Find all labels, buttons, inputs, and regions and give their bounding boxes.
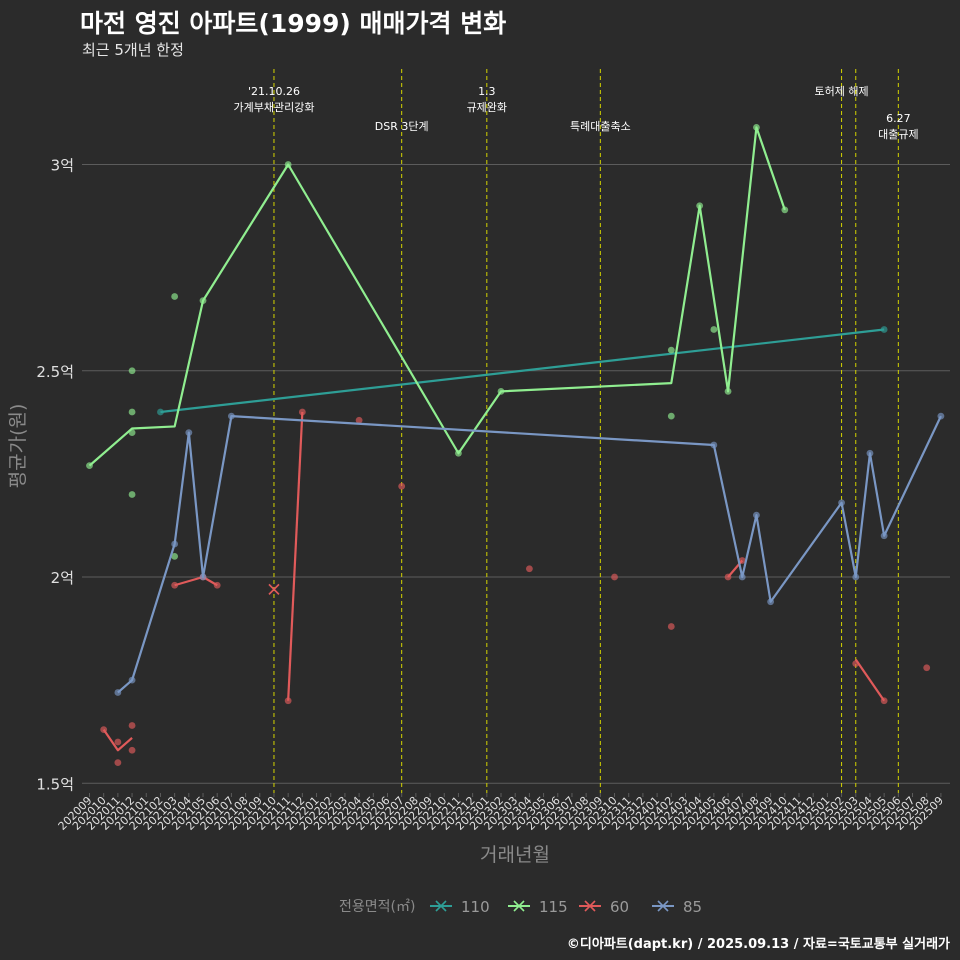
event-label: 대출규제 xyxy=(878,128,918,141)
data-point-115 xyxy=(199,297,207,305)
data-point-60 xyxy=(611,573,618,581)
event-label: 가계부채관리강화 xyxy=(233,101,314,114)
data-point-85 xyxy=(838,499,845,507)
cancelled-deal-mark-60 xyxy=(268,583,280,595)
legend-key-60 xyxy=(579,900,601,912)
legend-label: 85 xyxy=(683,898,702,916)
data-point-60 xyxy=(284,697,292,705)
data-point-60 xyxy=(128,722,136,729)
data-point-60 xyxy=(880,697,888,705)
data-point-85 xyxy=(128,676,136,684)
data-point-115 xyxy=(696,202,704,210)
data-point-85 xyxy=(738,573,746,581)
series-line-60 xyxy=(174,575,218,587)
legend-key-110 xyxy=(430,900,452,912)
data-point-115 xyxy=(724,387,732,395)
data-point-60 xyxy=(100,726,108,734)
data-point-85 xyxy=(171,540,179,548)
data-point-60 xyxy=(525,565,533,573)
data-point-115 xyxy=(781,206,789,214)
data-point-85 xyxy=(710,441,718,449)
x-axis-title: 거래년월 xyxy=(480,844,550,866)
price-chart: 1.5억2억2.5억3억2020092020102020112020122021… xyxy=(7,69,950,916)
data-point-60 xyxy=(852,660,860,668)
data-point-115 xyxy=(710,326,718,333)
data-point-115 xyxy=(171,293,179,300)
event-label: 6.27 xyxy=(886,112,911,125)
data-point-85 xyxy=(880,532,888,540)
data-point-60 xyxy=(213,581,221,589)
data-point-115 xyxy=(86,462,93,470)
data-point-85 xyxy=(767,598,775,606)
data-point-115 xyxy=(128,367,136,375)
source-caption: ©디아파트(dapt.kr) / 2025.09.13 / 자료=국토교통부 실… xyxy=(566,937,950,952)
data-point-85 xyxy=(185,429,193,437)
y-tick-label: 1.5억 xyxy=(36,775,74,793)
series-line-60 xyxy=(287,411,304,701)
data-point-60 xyxy=(128,746,136,754)
data-point-110 xyxy=(880,326,888,333)
data-point-60 xyxy=(114,759,122,767)
y-tick-label: 2.5억 xyxy=(36,363,74,381)
data-point-115 xyxy=(497,387,505,395)
data-point-85 xyxy=(852,573,860,581)
data-point-85 xyxy=(228,412,235,420)
data-point-85 xyxy=(753,511,760,519)
y-axis-title: 평균가(원) xyxy=(7,404,29,489)
data-point-85 xyxy=(199,573,207,581)
legend-label: 60 xyxy=(610,898,629,916)
data-point-60 xyxy=(724,573,732,581)
legend-title: 전용면적(㎡) xyxy=(339,899,415,915)
data-point-60 xyxy=(355,416,363,424)
y-tick-label: 2억 xyxy=(51,569,74,587)
series-line-110 xyxy=(160,328,885,414)
data-point-115 xyxy=(753,123,760,131)
legend-label: 110 xyxy=(461,898,490,916)
series-line-60 xyxy=(854,658,886,702)
data-point-85 xyxy=(937,412,945,420)
data-point-110 xyxy=(157,408,164,416)
chart-title: 마전 영진 아파트(1999) 매매가격 변화 xyxy=(80,9,507,38)
series-line-115 xyxy=(88,126,786,467)
data-point-60 xyxy=(298,408,306,416)
legend-label: 115 xyxy=(539,898,568,916)
event-label: DSR 3단계 xyxy=(375,120,429,133)
data-point-85 xyxy=(114,689,122,696)
event-label: 특례대출축소 xyxy=(570,120,631,133)
event-label: 토허제 해제 xyxy=(815,84,869,98)
data-point-60 xyxy=(923,664,931,672)
data-point-115 xyxy=(128,491,136,498)
data-point-85 xyxy=(866,449,874,457)
legend-key-115 xyxy=(508,900,530,912)
data-point-115 xyxy=(171,552,179,560)
chart-subtitle: 최근 5개년 한정 xyxy=(82,41,184,59)
data-point-115 xyxy=(284,161,292,168)
data-point-60 xyxy=(114,738,122,746)
data-point-115 xyxy=(128,429,136,437)
series-line-85 xyxy=(117,415,942,694)
data-point-60 xyxy=(667,623,675,630)
y-tick-label: 3억 xyxy=(51,157,74,175)
data-point-60 xyxy=(398,482,406,490)
series-line-60 xyxy=(102,729,133,752)
data-point-115 xyxy=(128,408,136,416)
event-label: 규제완화 xyxy=(467,101,507,114)
data-point-115 xyxy=(455,449,462,457)
legend-key-85 xyxy=(652,900,674,912)
data-point-60 xyxy=(738,557,746,564)
event-label: '21.10.26 xyxy=(248,85,300,98)
data-point-60 xyxy=(171,581,179,589)
data-point-115 xyxy=(667,412,675,420)
event-label: 1.3 xyxy=(478,85,496,98)
data-point-115 xyxy=(667,346,675,354)
